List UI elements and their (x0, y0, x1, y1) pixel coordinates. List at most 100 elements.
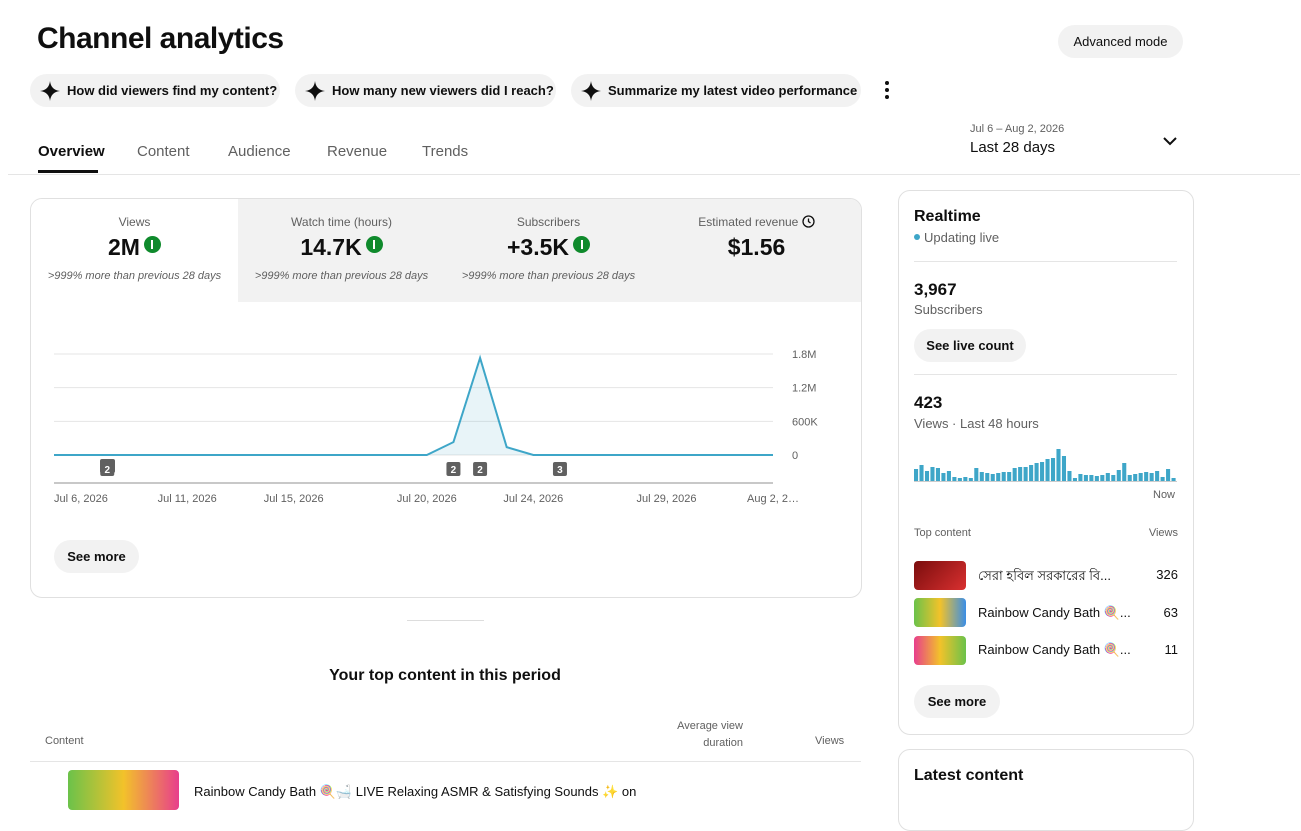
metric-label: Views (118, 215, 151, 229)
thumbnail[interactable] (914, 598, 966, 627)
thumbnail[interactable] (914, 561, 966, 590)
column-header: Views (815, 735, 845, 747)
bar (985, 473, 990, 481)
content-title[interactable]: সেরা হবিল সরকারের বি... (978, 568, 1112, 583)
bar (1149, 473, 1154, 481)
thumbnail[interactable] (68, 770, 179, 810)
bar (1007, 472, 1012, 481)
subscriber-label: Subscribers (914, 302, 983, 317)
realtime-card: Realtime Updating live 3,967 Subscribers… (898, 190, 1194, 735)
bar (1138, 473, 1143, 481)
views-header: Views (1148, 527, 1178, 539)
bar (1078, 474, 1083, 481)
metric-card[interactable]: Estimated revenue $1.56 (652, 199, 861, 302)
up-icon (573, 236, 590, 253)
metric-value: 2M (31, 234, 238, 261)
latest-content-card: Latest content (898, 749, 1194, 831)
content-title[interactable]: Rainbow Candy Bath 🍭... (978, 642, 1131, 657)
bar (1144, 472, 1149, 481)
bar (1072, 478, 1077, 481)
metric-card[interactable]: Subscribers +3.5K >999% more than previous… (445, 199, 653, 302)
prompt-text: Summarize my latest video performance (608, 83, 858, 98)
bar (1018, 467, 1023, 481)
advanced-mode-button[interactable]: Advanced mode (1058, 25, 1183, 58)
bar (1034, 463, 1039, 481)
video-marker[interactable] (473, 462, 488, 476)
section-title: Your top content in this period (329, 667, 561, 684)
prompt-chip[interactable]: How many new viewers did I reach? (295, 74, 556, 107)
tab[interactable]: Audience (228, 143, 291, 160)
prompt-chip[interactable]: How did viewers find my content? (30, 74, 280, 107)
divider (8, 174, 1300, 175)
bar (1094, 476, 1099, 481)
tab[interactable]: Overview (38, 143, 105, 160)
divider (407, 620, 484, 621)
video-marker[interactable] (100, 462, 115, 476)
see-more-button[interactable]: See more (54, 540, 139, 573)
video-marker[interactable] (552, 462, 567, 476)
tab[interactable]: Content (137, 143, 190, 160)
bar (1171, 478, 1176, 481)
column-header: Average view duration (677, 720, 743, 749)
metric-value: 14.7K (238, 234, 445, 261)
metric-card[interactable]: Views 2M >999% more than previous 28 days (31, 199, 238, 302)
bar (1105, 473, 1110, 481)
content-title[interactable]: Rainbow Candy Bath 🍭🛁 LIVE Relaxing ASMR… (194, 784, 637, 799)
metric-value-text: 14.7K (300, 234, 362, 260)
bar (919, 465, 924, 481)
bar (1067, 471, 1072, 481)
bar (1116, 470, 1121, 481)
tab[interactable]: Trends (422, 143, 469, 160)
live-count-button[interactable]: See live count (914, 329, 1026, 362)
bar (1045, 459, 1050, 481)
x-tick-label: Jul 11, 2026 (158, 493, 217, 505)
subscriber-count: 3,967 (914, 280, 957, 299)
see-more-button[interactable]: See more (914, 685, 1000, 718)
metric-note: >999% more than previous 28 days (47, 270, 222, 282)
date-range-value[interactable]: Last 28 days (970, 139, 1056, 156)
bar (963, 477, 968, 481)
x-tick-label: Aug 2, 2… (747, 493, 799, 505)
x-tick-label: Jul 24, 2026 (503, 493, 563, 505)
divider (30, 761, 861, 762)
dropdown-chevron[interactable] (1162, 135, 1178, 147)
bar (1133, 474, 1138, 481)
thumbnail[interactable] (914, 636, 966, 665)
bar (1089, 475, 1094, 481)
area-fill (54, 357, 773, 455)
bar (1111, 475, 1116, 481)
metric-note: >999% more than previous 28 days (254, 270, 429, 282)
realtime-chart (914, 449, 1177, 482)
bar (946, 471, 951, 481)
video-marker[interactable] (446, 462, 461, 476)
bar (914, 469, 919, 481)
bar (1023, 467, 1028, 481)
bar (1001, 472, 1006, 481)
metric-label: Estimated revenue (652, 215, 861, 229)
bar (1166, 469, 1171, 481)
metric-card[interactable]: Watch time (hours) 14.7K >999% more than p… (238, 199, 446, 302)
y-tick-label: 1.8M (792, 349, 816, 361)
bar (1160, 477, 1165, 481)
x-tick-label: Jul 6, 2026 (54, 493, 108, 505)
more-menu[interactable] (880, 80, 894, 100)
divider (914, 261, 1177, 262)
y-tick-label: 0 (792, 450, 798, 462)
chart-end-label: Now (1153, 489, 1176, 501)
metric-label: Subscribers (516, 215, 581, 229)
bar (1083, 475, 1088, 481)
bar (1061, 456, 1067, 481)
metric-value-text: 2M (108, 234, 140, 260)
metric-note: >999% more than previous 28 days (461, 270, 636, 282)
tab[interactable]: Revenue (327, 143, 388, 160)
bar (979, 472, 984, 481)
page: {"header":{"title":"Channel analytics","… (8, 22, 1300, 831)
metric-label-text: Estimated revenue (698, 215, 799, 229)
y-tick-label: 1.2M (792, 383, 816, 395)
bar (935, 468, 940, 481)
prompt-chip[interactable]: Summarize my latest video performance (571, 74, 861, 107)
bar (1155, 471, 1160, 481)
tab-indicator (38, 170, 98, 173)
metric-value: $1.56 (727, 234, 786, 260)
content-title[interactable]: Rainbow Candy Bath 🍭... (978, 605, 1131, 620)
